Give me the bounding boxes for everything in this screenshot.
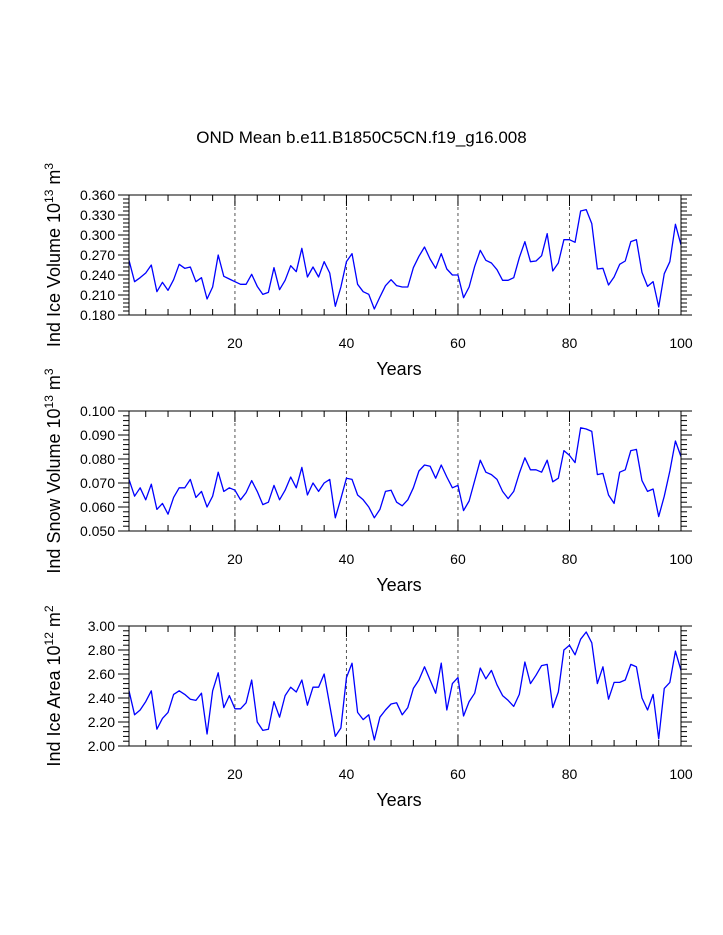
y-tick-label: 2.60 bbox=[88, 666, 115, 682]
y-tick-label: 0.240 bbox=[80, 267, 115, 283]
x-tick-label: 60 bbox=[450, 766, 466, 782]
y-tick-label: 2.80 bbox=[88, 642, 115, 658]
y-tick-label: 0.090 bbox=[80, 427, 115, 443]
panel-1: 0.180 0.210 0.240 0.270 0.300 0.330 0.360 20 40 6… bbox=[42, 163, 693, 379]
y-axis-label-text: Ind Ice Area 10 bbox=[44, 645, 64, 766]
x-tick-label: 80 bbox=[562, 551, 578, 567]
y-axis-label-unit: m bbox=[44, 612, 64, 632]
y-axis-label-exponent: 12 bbox=[42, 632, 56, 646]
x-tick-label: 40 bbox=[339, 335, 355, 351]
x-axis-label: Years bbox=[376, 790, 421, 810]
series-line bbox=[128, 631, 682, 741]
y-axis-label-unit-exponent: 3 bbox=[42, 368, 56, 375]
y-tick-label: 0.300 bbox=[80, 227, 115, 243]
y-axis-label: Ind Ice Area 1012 m2 bbox=[42, 605, 64, 766]
y-axis-label-text: Ind Snow Volume 10 bbox=[44, 408, 64, 573]
y-tick-label: 0.360 bbox=[80, 187, 115, 203]
x-tick-label: 20 bbox=[227, 551, 243, 567]
plot-frame bbox=[128, 410, 682, 532]
x-tick-label: 100 bbox=[669, 551, 693, 567]
plot-frame bbox=[128, 194, 682, 316]
x-tick-label: 80 bbox=[562, 335, 578, 351]
panel-2: 0.050 0.060 0.070 0.080 0.090 0.100 20 40 60 80 10… bbox=[42, 368, 693, 595]
y-tick-label: 0.070 bbox=[80, 475, 115, 491]
series-line bbox=[128, 209, 682, 310]
x-tick-label: 20 bbox=[227, 766, 243, 782]
y-axis-label-unit: m bbox=[44, 375, 64, 395]
y-tick-label: 0.100 bbox=[80, 403, 115, 419]
figure-title: OND Mean b.e11.B1850C5CN.f19_g16.008 bbox=[196, 128, 527, 147]
y-axis-label-exponent: 13 bbox=[42, 189, 56, 203]
y-tick-label: 0.080 bbox=[80, 451, 115, 467]
y-tick-label: 0.050 bbox=[80, 523, 115, 539]
x-tick-label: 100 bbox=[669, 335, 693, 351]
x-axis-label: Years bbox=[376, 575, 421, 595]
y-axis-label: Ind Snow Volume 1013 m3 bbox=[42, 368, 64, 573]
x-tick-label: 40 bbox=[339, 551, 355, 567]
plot-frame bbox=[128, 625, 682, 747]
y-tick-label: 0.180 bbox=[80, 307, 115, 323]
y-axis-label-unit-exponent: 3 bbox=[42, 163, 56, 170]
x-tick-label: 20 bbox=[227, 335, 243, 351]
panel-3: 2.00 2.20 2.40 2.60 2.80 3.00 20 40 60 80 100 Years… bbox=[42, 605, 693, 810]
y-axis-label-text: Ind Ice Volume 10 bbox=[44, 203, 64, 347]
x-tick-label: 80 bbox=[562, 766, 578, 782]
x-tick-label: 60 bbox=[450, 551, 466, 567]
y-tick-label: 2.00 bbox=[88, 738, 115, 754]
x-tick-label: 40 bbox=[339, 766, 355, 782]
y-axis-label-exponent: 13 bbox=[42, 395, 56, 409]
x-tick-label: 100 bbox=[669, 766, 693, 782]
x-tick-label: 60 bbox=[450, 335, 466, 351]
y-axis-label-unit: m bbox=[44, 170, 64, 190]
y-tick-label: 0.270 bbox=[80, 247, 115, 263]
y-tick-label: 3.00 bbox=[88, 618, 115, 634]
y-tick-label: 0.330 bbox=[80, 207, 115, 223]
y-axis-label: Ind Ice Volume 1013 m3 bbox=[42, 163, 64, 347]
y-tick-label: 0.060 bbox=[80, 499, 115, 515]
y-axis-label-unit-exponent: 2 bbox=[42, 605, 56, 612]
x-axis-label: Years bbox=[376, 359, 421, 379]
y-tick-label: 0.210 bbox=[80, 287, 115, 303]
series-line bbox=[128, 427, 682, 519]
y-tick-label: 2.20 bbox=[88, 714, 115, 730]
y-tick-label: 2.40 bbox=[88, 690, 115, 706]
